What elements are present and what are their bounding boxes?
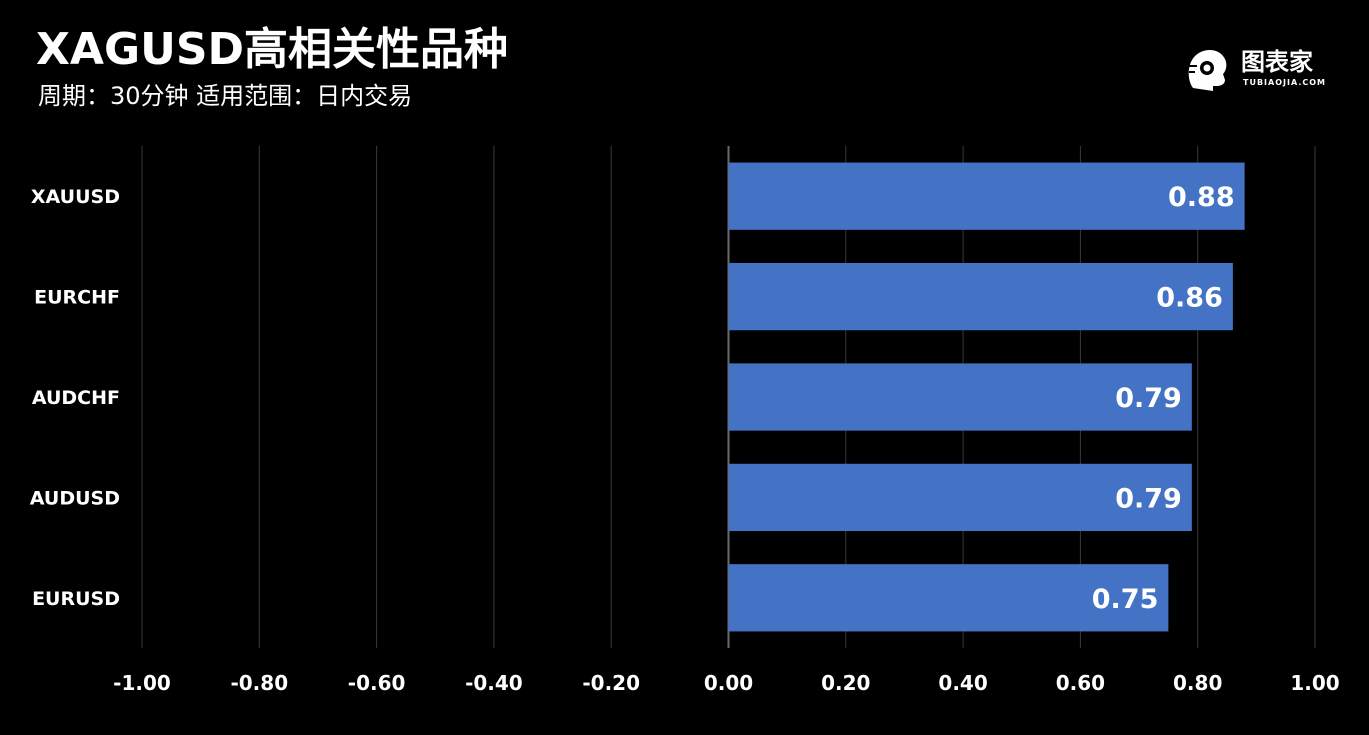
chart-subtitle: 周期：30分钟 适用范围：日内交易 [38,82,413,110]
bar-xauusd [728,162,1245,230]
brand-logo: 图表家 TUBIAOJIA.COM [1183,44,1333,94]
data-label: 0.79 [1115,383,1182,414]
tubiaojia-head-logo-icon [1188,50,1227,91]
data-label: 0.86 [1156,283,1223,314]
data-label: 0.75 [1092,584,1159,615]
chart-title: XAGUSD高相关性品种 [36,24,509,75]
x-tick-label: 0.20 [821,671,870,695]
y-category-label: EURCHF [34,287,120,309]
y-category-label: AUDCHF [32,387,120,409]
bar-eurchf [728,262,1233,331]
bar-audchf [728,363,1192,431]
data-label: 0.88 [1168,182,1235,213]
x-tick-label: -0.60 [348,671,406,695]
x-tick-label: -0.80 [230,671,288,695]
data-label: 0.79 [1115,483,1182,514]
bar-eurusd [728,564,1169,632]
x-tick-label: -0.40 [465,671,523,695]
y-category-label: EURUSD [32,588,120,610]
y-category-label: XAUUSD [31,186,120,208]
labels: -1.00 -0.80 -0.60 -0.40 -0.20 0.00 0.20 0.40 0.6… [30,182,1340,695]
x-tick-label: 0.60 [1056,671,1105,695]
logo-domain: TUBIAOJIA.COM [1243,78,1326,87]
logo-name: 图表家 [1241,48,1313,76]
x-tick-label: 0.00 [704,671,753,695]
bar-audusd [728,463,1192,532]
x-tick-label: 0.40 [938,671,987,695]
x-tick-label: -0.20 [582,671,640,695]
bars [728,162,1245,632]
x-tick-label: 0.80 [1173,671,1222,695]
x-tick-label: 1.00 [1290,671,1339,695]
y-category-label: AUDUSD [30,487,120,509]
x-tick-label: -1.00 [113,671,171,695]
